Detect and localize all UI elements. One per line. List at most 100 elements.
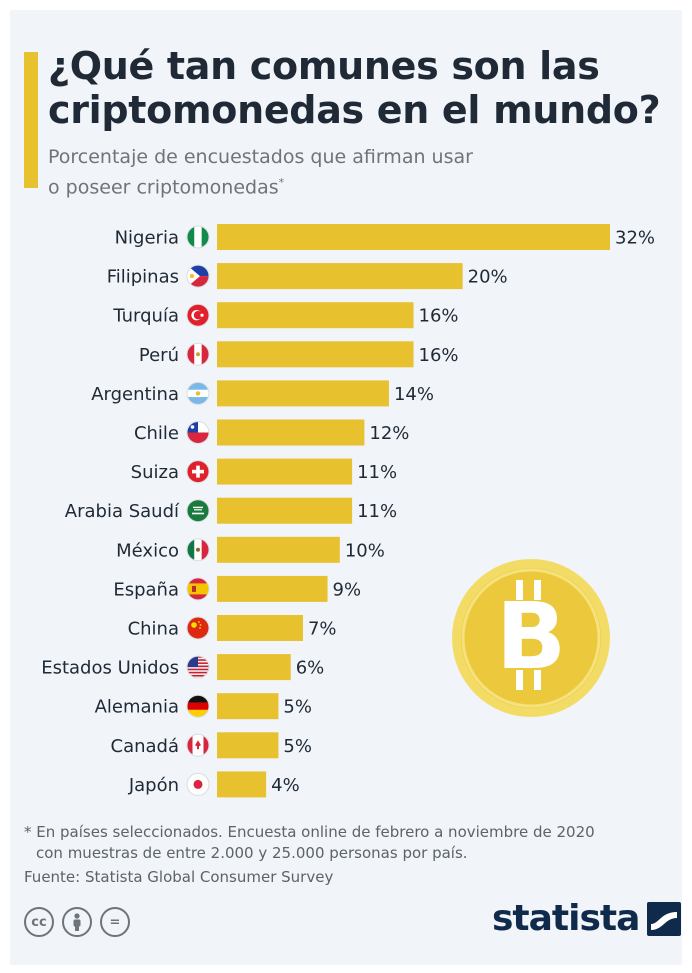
bar-row: Japón 4% — [128, 771, 300, 798]
coin-rim — [461, 568, 601, 708]
bar-row: Arabia Saudí 11% — [65, 497, 397, 524]
value-label: 16% — [419, 345, 459, 366]
bar — [217, 536, 340, 563]
philippines-flag-icon — [186, 264, 210, 288]
category-label: Japón — [128, 775, 179, 796]
coin-inner — [461, 568, 601, 708]
value-label: 11% — [357, 462, 397, 483]
bitcoin-symbol: B — [496, 583, 566, 690]
value-label: 32% — [615, 228, 655, 249]
bar-row: España 9% — [113, 575, 362, 602]
bar — [217, 458, 353, 485]
chile-flag-icon — [186, 421, 210, 444]
statista-logo-icon — [647, 901, 682, 936]
peru-flag-icon — [186, 342, 210, 366]
bar — [217, 615, 303, 641]
bar-row: Chile 12% — [134, 419, 409, 446]
bar — [217, 654, 291, 681]
category-label: Chile — [134, 423, 179, 444]
nd-icon[interactable]: = — [100, 907, 130, 937]
category-label: Alemania — [95, 697, 179, 718]
germany-flag-icon — [186, 694, 210, 718]
bar — [217, 263, 463, 290]
category-label: Filipinas — [107, 267, 179, 288]
category-label: Perú — [139, 345, 179, 366]
infographic-card — [10, 10, 682, 965]
subtitle-line-2-text: o poseer criptomonedas — [48, 176, 279, 199]
usa-flag-icon — [186, 655, 210, 679]
bar — [217, 224, 610, 250]
bar — [217, 575, 328, 602]
bar-row: Suiza 11% — [131, 458, 397, 485]
by-icon[interactable] — [62, 907, 92, 937]
page-title: ¿Qué tan comunes son las criptomonedas e… — [48, 44, 668, 132]
category-label: Argentina — [91, 384, 179, 405]
license-icons: cc = — [24, 907, 130, 937]
bar-row: Nigeria 32% — [115, 224, 655, 250]
spain-flag-icon — [186, 577, 210, 601]
category-label: Nigeria — [115, 228, 179, 249]
value-label: 20% — [468, 267, 508, 288]
japan-flag-icon — [186, 772, 210, 796]
mexico-flag-icon — [186, 538, 210, 562]
subtitle-line-1: Porcentaje de encuestados que afirman us… — [48, 146, 473, 168]
category-label: China — [128, 619, 179, 640]
brand-wordmark: statista — [492, 898, 640, 939]
cc-icon[interactable]: cc — [24, 907, 54, 937]
value-label: 5% — [283, 697, 312, 718]
footnote: * En países seleccionados. Encuesta onli… — [24, 822, 664, 864]
value-label: 10% — [345, 540, 385, 561]
bar — [217, 341, 414, 368]
turkey-flag-icon — [186, 303, 210, 327]
subtitle: Porcentaje de encuestados que afirman us… — [48, 144, 608, 200]
category-label: Canadá — [111, 736, 180, 757]
argentina-flag-icon — [186, 381, 210, 405]
category-label: Suiza — [131, 462, 179, 483]
value-label: 9% — [333, 579, 362, 600]
statista-logo[interactable]: statista — [492, 898, 682, 939]
value-label: 4% — [271, 775, 300, 796]
person-glyph — [73, 913, 81, 931]
bar — [217, 419, 365, 446]
title-line-2: criptomonedas en el mundo? — [48, 88, 661, 132]
bar — [217, 302, 414, 329]
bar-row: Perú 16% — [139, 341, 459, 368]
switzerland-flag-icon — [186, 460, 210, 484]
bar — [217, 497, 353, 524]
bar-row: Turquía 16% — [112, 302, 459, 329]
china-flag-icon — [186, 616, 210, 640]
bitcoin-stroke-top-right — [534, 580, 541, 600]
value-label: 14% — [394, 384, 434, 405]
bar — [217, 380, 389, 407]
bitcoin-coin-icon: B — [452, 559, 610, 717]
value-label: 5% — [283, 736, 312, 757]
canada-flag-icon — [186, 733, 210, 757]
bar-row: Estados Unidos 6% — [41, 654, 325, 681]
value-label: 7% — [308, 619, 337, 640]
source-note: Fuente: Statista Global Consumer Survey — [24, 868, 334, 886]
category-label: Estados Unidos — [41, 658, 179, 679]
value-label: 11% — [357, 501, 397, 522]
title-accent-bar — [24, 52, 38, 188]
bar-row: Argentina 14% — [91, 380, 434, 407]
category-label: España — [113, 579, 179, 600]
subtitle-line-2: o poseer criptomonedas* — [48, 170, 608, 200]
category-label: México — [116, 540, 179, 561]
subtitle-footnote-mark: * — [278, 176, 285, 189]
bar-row: Alemania 5% — [95, 693, 312, 720]
bar-row: China 7% — [128, 615, 337, 641]
bar — [217, 693, 279, 720]
category-label: Arabia Saudí — [65, 501, 180, 522]
bar-row: México 10% — [116, 536, 385, 563]
value-label: 12% — [369, 423, 409, 444]
bitcoin-stroke-top-left — [516, 580, 523, 600]
nigeria-flag-icon — [186, 225, 210, 249]
footnote-line-2: con muestras de entre 2.000 y 25.000 per… — [36, 844, 468, 862]
title-line-1: ¿Qué tan comunes son las — [48, 44, 600, 88]
footnote-line-1: * En países seleccionados. Encuesta onli… — [24, 823, 595, 841]
value-label: 6% — [296, 658, 325, 679]
value-label: 16% — [419, 306, 459, 327]
bar — [217, 771, 267, 798]
bar-row: Filipinas 20% — [107, 263, 508, 290]
